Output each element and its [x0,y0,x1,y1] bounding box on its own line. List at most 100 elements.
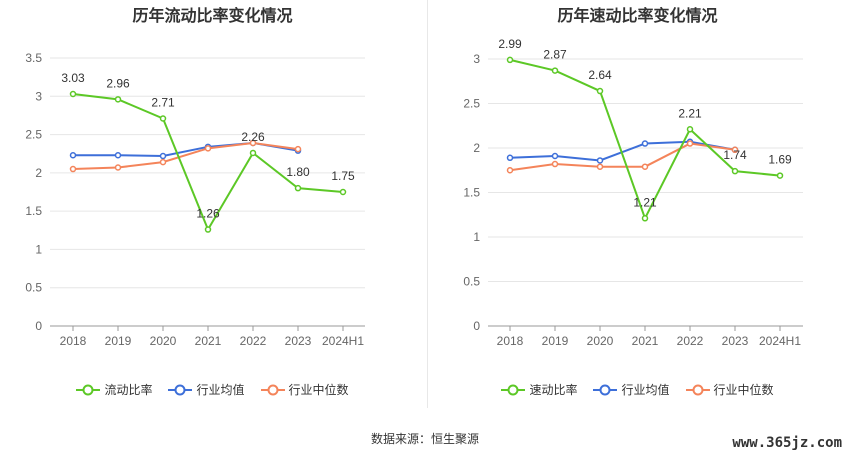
data-point [69,165,77,173]
x-tick-label: 2018 [60,334,87,348]
y-tick-label: 1 [473,230,480,244]
data-point [204,226,212,233]
data-point [596,157,604,164]
y-tick-label: 0.5 [25,281,42,295]
data-point [69,151,77,159]
x-tick-label: 2019 [542,334,569,348]
data-point [506,56,514,64]
legend-item[interactable]: 速动比率 [501,381,577,398]
data-point [204,145,212,152]
x-tick-label: 2019 [105,334,132,348]
data-label: 2.64 [588,68,612,82]
x-tick-label: 2020 [587,334,614,348]
y-tick-label: 2 [35,166,42,180]
quick-ratio-chart: 历年速动比率变化情况 0 0.5 1 1.5 2 2.5 3 2018 2019 2020 2021… [425,0,850,430]
x-tick-label: 2021 [632,334,659,348]
legend-marker-icon [168,384,193,395]
data-label: 1.75 [331,169,355,183]
data-point [731,146,739,154]
data-point [159,158,167,166]
chart-legend: 速动比率 行业均值 行业中位数 [425,381,850,398]
y-tick-label: 3 [473,52,480,66]
site-watermark: www.365jz.com [732,435,842,451]
series-line [509,142,736,172]
legend-item[interactable]: 流动比率 [76,381,152,398]
data-point [731,167,739,175]
legend-label: 速动比率 [529,383,578,397]
x-tick-label: 2022 [240,334,267,348]
data-point [686,140,694,147]
y-tick-label: 3.5 [25,51,42,65]
chart-legend: 流动比率 行业均值 行业中位数 [0,381,425,398]
data-point [294,145,302,153]
quick-ratio-plot: 0 0.5 1 1.5 2 2.5 3 2018 2019 2020 2021 2022 2023 202… [463,37,803,348]
data-point [551,152,559,160]
data-label: 2.96 [106,76,130,90]
data-point [159,152,167,160]
data-point [249,139,257,147]
series-line [72,141,299,171]
data-point [506,167,514,174]
y-tick-label: 2 [473,141,480,155]
y-tick-label: 1.5 [25,204,42,218]
data-label: 2.99 [498,37,522,51]
data-label: 1.69 [768,153,792,167]
data-label: 1.80 [286,165,310,179]
data-label: 1.21 [633,195,657,209]
legend-marker-icon [685,384,710,395]
data-point [114,164,122,171]
data-point [776,172,784,179]
data-label: 2.26 [241,130,265,144]
legend-item[interactable]: 行业均值 [593,381,670,398]
data-point [114,96,122,103]
x-tick-label: 2023 [285,334,312,348]
y-tick-label: 0.5 [463,275,480,289]
legend-label: 行业均值 [196,383,245,397]
legend-marker-icon [260,384,285,395]
x-tick-label: 2021 [195,334,222,348]
data-label: 2.87 [543,48,567,62]
data-point [641,163,649,170]
data-point [686,126,694,133]
x-tick-label: 2024H1 [322,334,364,348]
data-point [641,215,649,222]
data-point [596,87,604,95]
legend-marker-icon [501,384,526,395]
data-point [69,90,77,98]
legend-marker-icon [593,384,618,395]
y-tick-label: 2.5 [463,97,480,111]
legend-item[interactable]: 行业中位数 [260,381,349,398]
data-point [294,184,302,192]
data-source-note: 数据来源：恒生聚源 [370,432,479,446]
data-point [506,154,514,162]
chart-title: 历年速动比率变化情况 [557,8,718,25]
y-tick-label: 1.5 [463,186,480,200]
x-tick-label: 2018 [497,334,524,348]
data-point [551,67,559,74]
legend-label: 流动比率 [104,383,153,397]
data-point [641,140,649,147]
current-ratio-plot: 0 0.5 1 1.5 2 2.5 3 3.5 2018 2019 2020 2021 2022 2023… [25,51,365,348]
x-tick-label: 2022 [677,334,704,348]
data-point [159,115,167,122]
y-tick-label: 0 [35,319,42,333]
data-point [551,160,559,168]
y-tick-label: 1 [35,242,42,256]
data-point [114,151,122,159]
x-tick-label: 2023 [722,334,749,348]
legend-item[interactable]: 行业中位数 [685,381,774,398]
legend-label: 行业中位数 [288,383,349,397]
legend-label: 行业均值 [621,383,670,397]
x-tick-label: 2020 [150,334,177,348]
y-tick-label: 3 [35,89,42,103]
y-tick-label: 0 [473,319,480,333]
data-label: 2.21 [678,106,702,120]
data-point [596,163,604,170]
legend-label: 行业中位数 [713,383,774,397]
legend-marker-icon [76,384,101,395]
y-tick-label: 2.5 [25,128,42,142]
data-label: 2.71 [151,95,175,109]
legend-item[interactable]: 行业均值 [168,381,245,398]
chart-divider [427,0,428,408]
data-label: 1.74 [723,148,747,162]
